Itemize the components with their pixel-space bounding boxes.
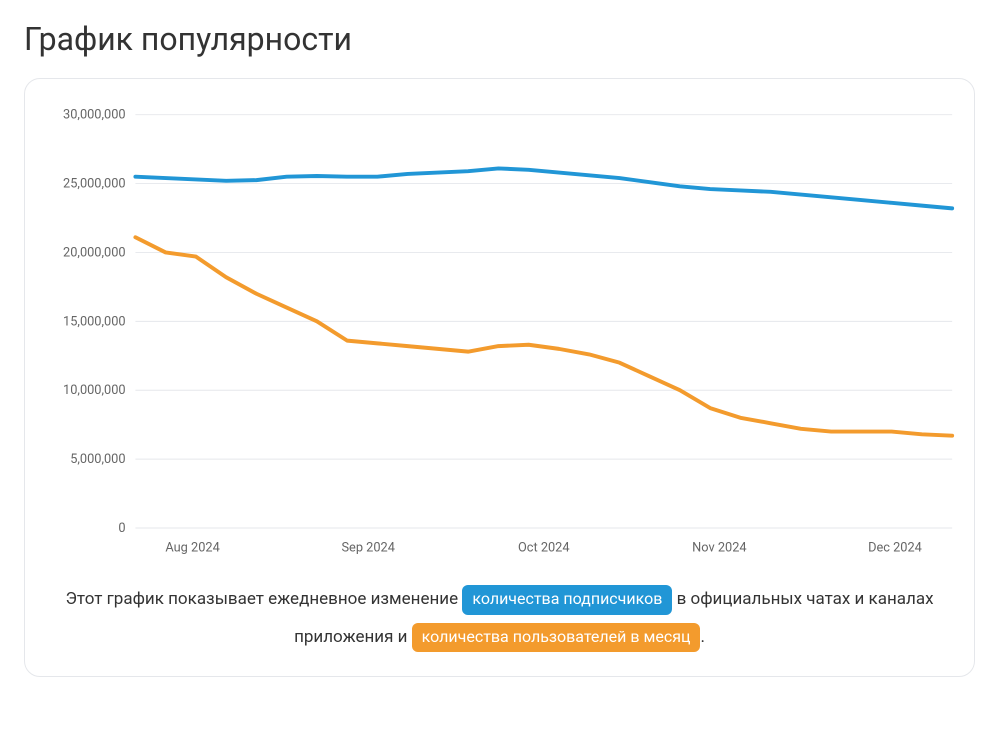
- x-tick-label: Nov 2024: [692, 541, 746, 556]
- x-tick-label: Dec 2024: [868, 541, 922, 556]
- subscribers-pill: количества подписчиков: [462, 585, 672, 614]
- x-tick-label: Oct 2024: [518, 541, 570, 556]
- monthly-users-pill: количества пользователей в месяц: [412, 623, 701, 652]
- caption-text: Этот график показывает ежедневное измене…: [65, 589, 462, 609]
- x-tick-label: Aug 2024: [165, 541, 219, 556]
- y-tick-label: 15,000,000: [63, 314, 125, 329]
- y-tick-label: 5,000,000: [70, 452, 125, 467]
- popularity-chart: 0 5,000,000 10,000,000 15,000,000 20,000,000…: [37, 95, 962, 567]
- y-tick-label: 20,000,000: [63, 245, 125, 260]
- series-subscribers: [135, 168, 952, 208]
- page-title: График популярности: [24, 20, 975, 58]
- y-tick-label: 0: [118, 521, 125, 536]
- y-tick-label: 10,000,000: [63, 383, 125, 398]
- series-monthly_users: [135, 237, 952, 435]
- x-tick-label: Sep 2024: [341, 541, 394, 556]
- line-chart-svg: 0 5,000,000 10,000,000 15,000,000 20,000,000…: [37, 95, 962, 567]
- chart-card: 0 5,000,000 10,000,000 15,000,000 20,000,000…: [24, 78, 975, 677]
- caption-text: .: [700, 627, 704, 647]
- chart-caption: Этот график показывает ежедневное измене…: [37, 581, 962, 656]
- y-tick-label: 30,000,000: [63, 108, 125, 123]
- y-tick-label: 25,000,000: [63, 176, 125, 191]
